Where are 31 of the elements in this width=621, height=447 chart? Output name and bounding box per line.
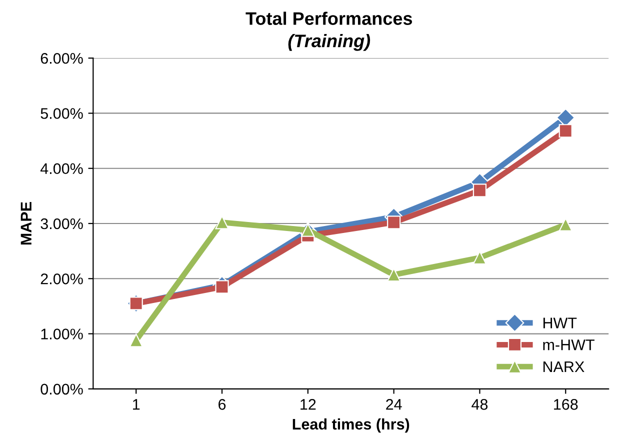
point [215,280,229,294]
point [129,334,143,348]
point [301,223,315,237]
point [215,216,229,230]
point [472,184,487,198]
point [558,124,572,138]
y-tick-label: 2.00% [40,274,83,284]
legend-label: NARX [543,361,584,372]
point [387,216,401,230]
x-tick-label: 168 [554,399,578,410]
y-tick-label: 3.00% [40,218,83,230]
chart-subtitle: (Training) [288,34,370,51]
chart-title: Total Performances [246,12,412,25]
legend-label: m-HWT [543,340,594,350]
y-tick-label: 6.00% [40,52,83,64]
x-tick-label: 1 [133,399,140,410]
x-tick-label: 6 [218,399,226,410]
x-tick-label: 24 [386,399,402,410]
y-tick-label: 5.00% [40,108,83,119]
y-tick-label: 0.00% [40,384,83,395]
point [129,296,143,310]
y-axis-title: MAPE [20,202,32,245]
y-tick-label: 1.00% [41,328,83,340]
legend-label: HWT [543,318,577,328]
y-tick-label: 4.00% [40,163,83,174]
point [558,218,572,232]
point [387,268,401,282]
x-tick-label: 12 [300,399,316,410]
x-axis-title: Lead times (hrs) [292,418,410,433]
point [472,250,487,264]
x-tick-label: 48 [472,399,488,410]
